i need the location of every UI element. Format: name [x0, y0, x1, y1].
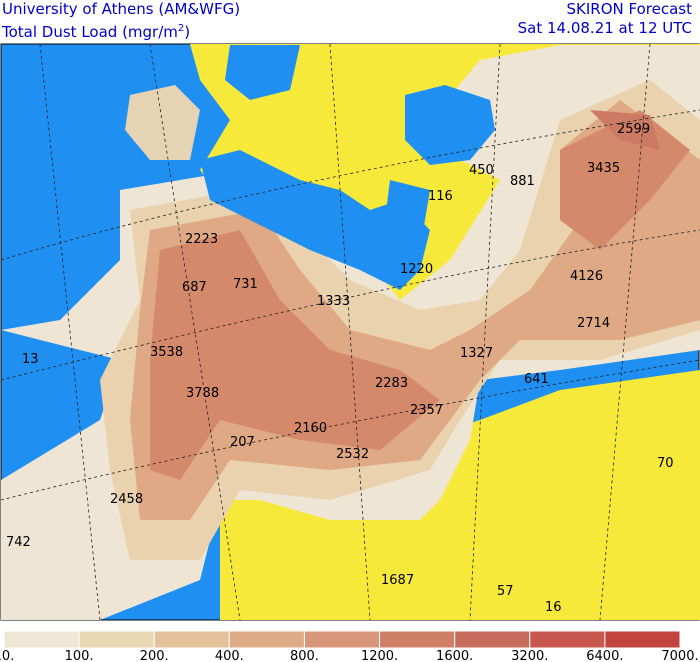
forecast-name: SKIRON Forecast — [566, 0, 692, 18]
colorbar-swatch — [303, 630, 381, 649]
colorbar-label: 200. — [140, 649, 169, 662]
colorbar-label: 10. — [0, 649, 14, 662]
value-label: 1327 — [460, 346, 493, 361]
value-label: 2532 — [336, 447, 369, 462]
colorbar-label: 400. — [215, 649, 244, 662]
field-name: Total Dust Load (mgr/m — [2, 23, 178, 41]
value-label: 1220 — [400, 262, 433, 277]
value-label: 2599 — [617, 122, 650, 137]
value-label: 1687 — [381, 573, 414, 588]
forecast-time: Sat 14.08.21 at 12 UTC — [517, 19, 692, 37]
value-label: 13 — [22, 352, 39, 367]
colorbar-swatch — [529, 630, 606, 649]
value-label: 16 — [545, 600, 562, 615]
colorbar-swatch — [454, 630, 531, 649]
value-label: 3435 — [587, 161, 620, 176]
colorbar-swatch — [228, 630, 305, 649]
seas — [200, 45, 495, 290]
value-label: 2223 — [185, 232, 218, 247]
colorbar-label: 1200. — [361, 649, 398, 662]
value-label: 687 — [182, 280, 207, 295]
value-label: 2357 — [410, 403, 443, 418]
colorbar: 10. 100. 200. 400. 800. 1200. 1600. 3200. 6400. 7… — [0, 630, 699, 662]
value-label: 3538 — [150, 345, 183, 360]
value-label: 3788 — [186, 386, 219, 401]
colorbar-label: 100. — [65, 649, 94, 662]
model-title: University of Athens (AM&WFG) — [2, 0, 241, 18]
value-label: 641 — [524, 372, 549, 387]
value-label: 1333 — [317, 294, 350, 309]
graticule — [0, 43, 700, 621]
value-label: 742 — [6, 535, 31, 550]
value-label: 450 — [469, 163, 494, 178]
value-label: 116 — [428, 189, 453, 204]
colorbar-label: 1600. — [436, 649, 473, 662]
colorbar-swatch — [3, 630, 80, 649]
value-labels: 2599 3435 450 881 116 2223 687 731 1333 1220 4126 2… — [6, 122, 674, 615]
header-left: University of Athens (AM&WFG) Total Dust… — [2, 0, 240, 42]
value-label: 731 — [233, 277, 258, 292]
value-label: 70 — [657, 456, 674, 471]
colorbar-swatch — [153, 630, 230, 649]
value-label: 4126 — [570, 269, 603, 284]
value-label: 881 — [510, 174, 535, 189]
colorbar-swatch — [379, 630, 456, 649]
colorbar-label: 800. — [290, 649, 319, 662]
colorbar-label: 7000. — [661, 649, 698, 662]
colorbar-swatch — [78, 630, 155, 649]
field-exponent: 2 — [177, 23, 185, 34]
value-label: 57 — [497, 584, 514, 599]
colorbar-label: 6400. — [586, 649, 623, 662]
colorbar-label: 3200. — [511, 649, 548, 662]
value-label: 2458 — [110, 492, 143, 507]
land — [1, 44, 700, 620]
value-label: 2283 — [375, 376, 408, 391]
colorbar-swatch — [604, 630, 681, 649]
field-title: Total Dust Load (mgr/m2) — [2, 19, 240, 42]
value-label: 2160 — [294, 421, 327, 436]
field-close: ) — [184, 23, 191, 41]
header-right: SKIRON Forecast Sat 14.08.21 at 12 UTC — [518, 0, 692, 38]
value-label: 207 — [230, 435, 255, 450]
value-label: 2714 — [577, 316, 610, 331]
